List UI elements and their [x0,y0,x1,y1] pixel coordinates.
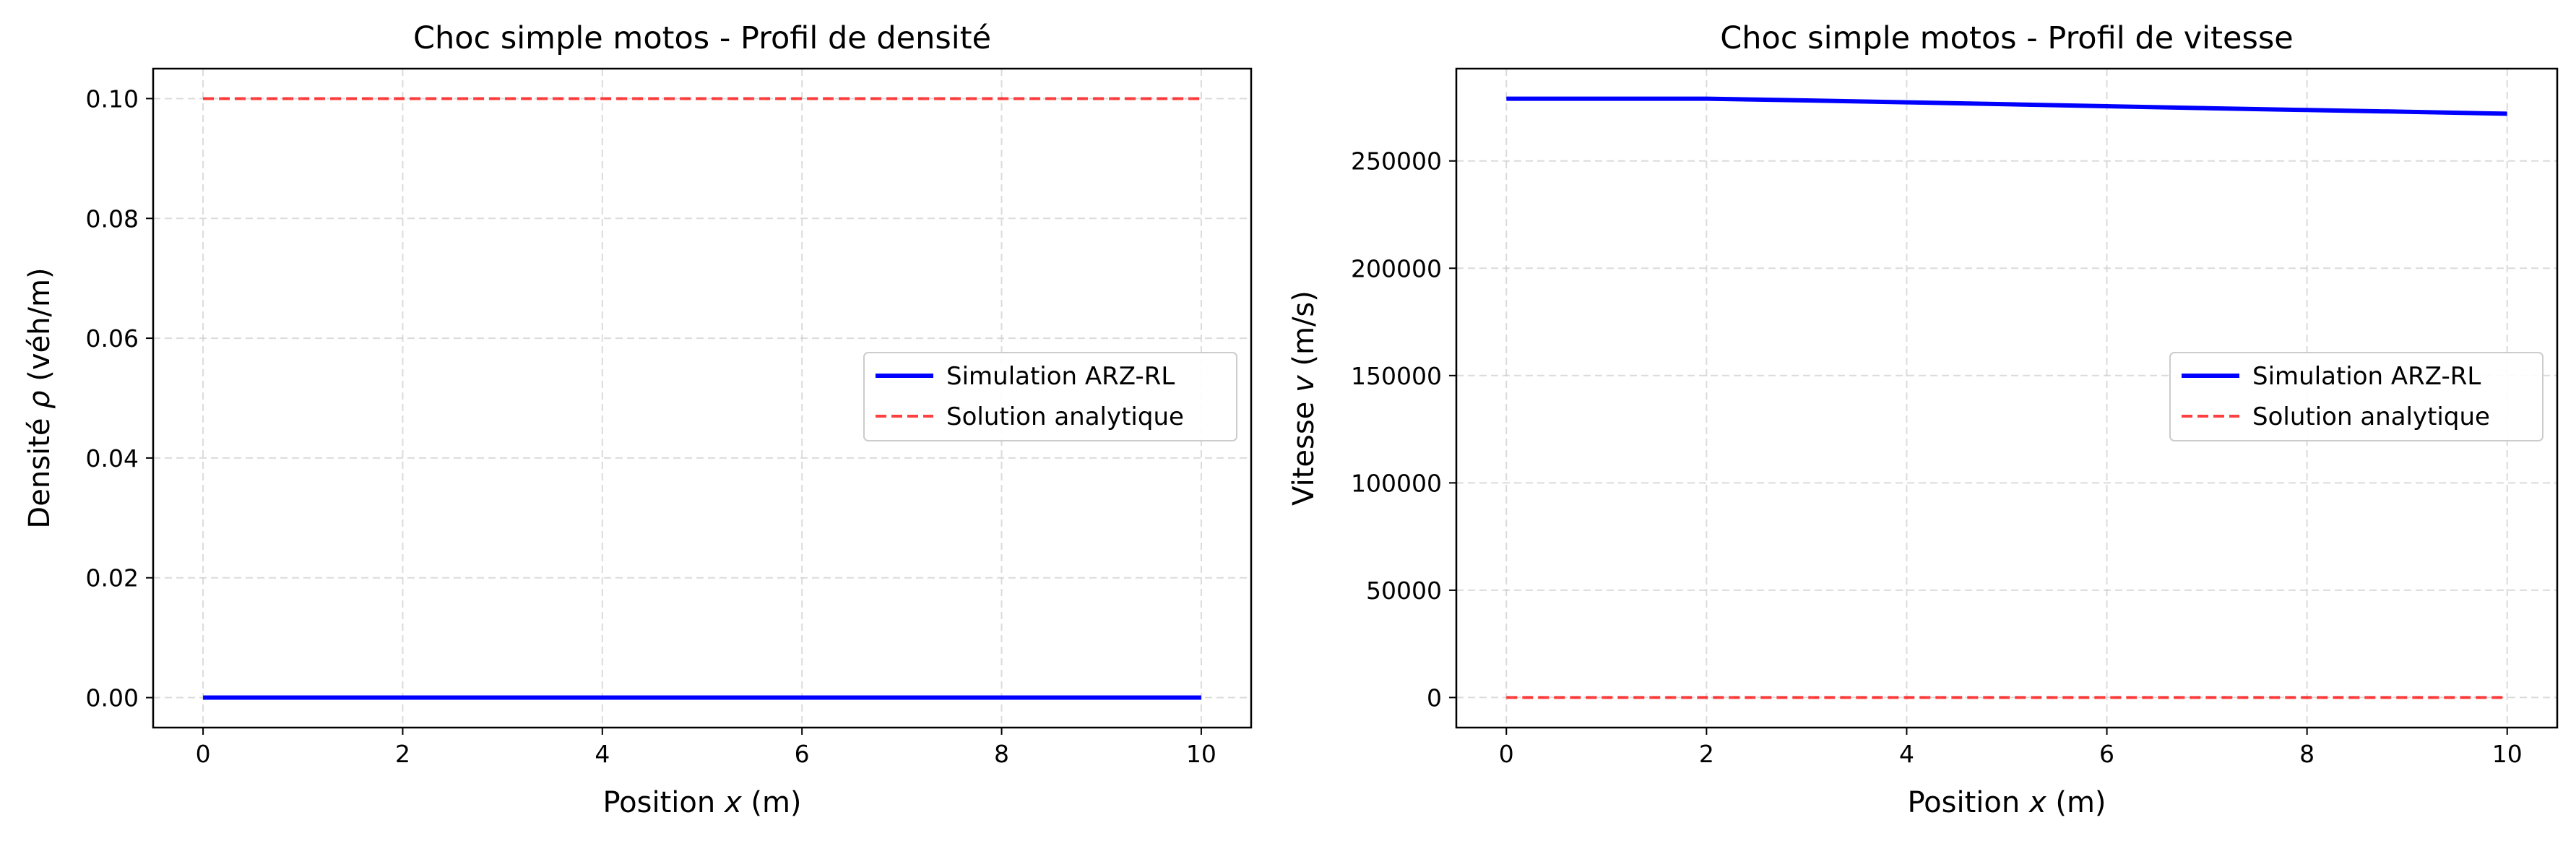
velocity-chart-title: Choc simple motos - Profil de vitesse [1720,20,2293,56]
y-label-part-2: (m/s) [1287,290,1321,375]
density-legend-box [863,352,1237,441]
velocity-plot-frame [1455,67,2559,729]
velocity-legend-label: Simulation ARZ-RL [2252,362,2481,391]
velocity-x-tick-label: 2 [1699,740,1714,768]
density-legend: Simulation ARZ-RL Solution analytique [863,352,1237,441]
velocity-y-tick-label: 150000 [1351,362,1442,390]
x-label-var: x [723,786,742,819]
velocity-x-tick-label: 0 [1499,740,1514,768]
y-label-part-2: (véh/m) [23,267,56,390]
velocity-x-axis-label: Position x (m) [1907,786,2106,819]
density-ticks: 0 2 4 6 8 10 0.00 0.02 0.04 0.06 0.08 0.10 [86,85,1216,768]
velocity-legend: Simulation ARZ-RL Solution analytique [2169,352,2543,441]
density-y-tick-label: 0.02 [86,564,139,592]
density-x-tick-label: 8 [994,740,1009,768]
density-chart-title: Choc simple motos - Profil de densité [413,20,991,56]
y-label-part-1: Vitesse [1287,392,1321,506]
velocity-legend-box [2169,352,2543,441]
x-label-part-1: Position [1907,786,2028,819]
density-series-layer [203,97,1201,700]
density-x-axis-label: Position x (m) [602,786,801,819]
density-y-tick-label: 0.06 [86,324,139,353]
velocity-x-tick-label: 4 [1899,740,1914,768]
density-legend-label: Simulation ARZ-RL [946,362,1175,391]
y-label-var: ρ [23,390,56,408]
density-x-tick-label: 4 [595,740,610,768]
velocity-y-tick-label: 100000 [1351,469,1442,497]
velocity-ticks: 0 2 4 6 8 10 0 50000 100000 150000 200000 250000 [1351,147,2523,768]
density-y-axis-label: Densité ρ (véh/m) [23,267,56,528]
velocity-series-simulation-line [1506,96,2507,116]
density-x-tick-label: 6 [795,740,810,768]
velocity-y-axis-label: Vitesse v (m/s) [1287,290,1321,506]
y-label-part-1: Densité [23,409,56,529]
density-x-tick-label: 10 [1186,740,1216,768]
density-chart: Choc simple motos - Profil de densité 0 2… [23,20,1253,819]
velocity-x-tick-label: 8 [2299,740,2314,768]
density-y-tick-label: 0.08 [86,204,139,233]
density-y-tick-label: 0.04 [86,444,139,473]
x-label-part-2: (m) [2046,786,2106,819]
x-label-var: x [2028,786,2046,819]
density-x-tick-label: 2 [395,740,410,768]
velocity-x-tick-label: 10 [2492,740,2523,768]
velocity-y-tick-label: 200000 [1351,254,1442,283]
density-y-tick-label: 0.10 [86,85,139,113]
x-label-part-1: Position [602,786,724,819]
density-x-tick-label: 0 [196,740,211,768]
velocity-legend-label: Solution analytique [2252,402,2490,431]
density-plot-frame [152,67,1253,729]
velocity-y-tick-label: 50000 [1366,577,1442,605]
density-y-tick-label: 0.00 [86,684,139,712]
velocity-x-tick-label: 6 [2099,740,2114,768]
density-legend-label: Solution analytique [946,402,1184,431]
y-label-var: v [1287,374,1321,392]
velocity-y-tick-label: 250000 [1351,147,1442,176]
velocity-y-tick-label: 0 [1427,683,1442,712]
velocity-chart: Choc simple motos - Profil de vitesse 0 2… [1287,20,2559,819]
x-label-part-2: (m) [742,786,802,819]
velocity-series-layer [1506,96,2507,699]
